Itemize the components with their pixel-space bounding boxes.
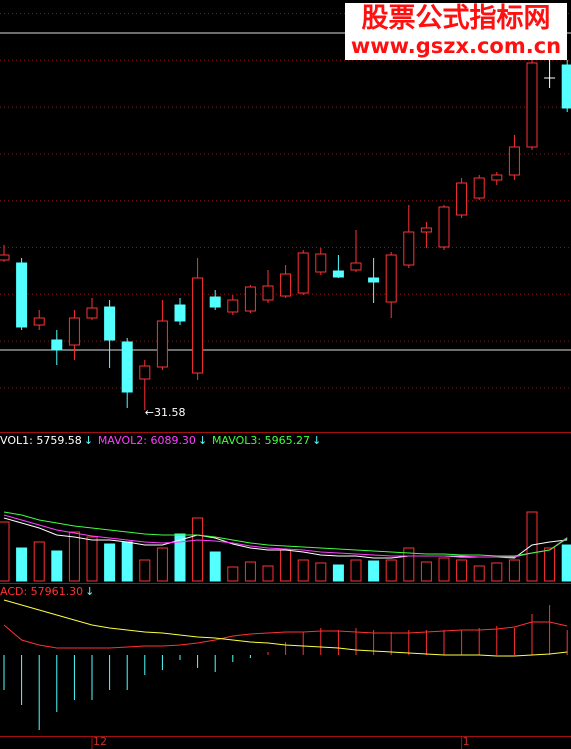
- volume-bar: [33, 541, 45, 582]
- volume-bar: [174, 533, 186, 582]
- candle-body: [51, 339, 63, 351]
- volume-bar: [280, 549, 292, 582]
- volume-bar: [51, 550, 63, 582]
- watermark: 股票公式指标网 www.gszx.com.cn: [345, 3, 567, 60]
- candle-body: [368, 277, 380, 283]
- legend-arrow: ↓: [312, 434, 321, 447]
- volume-bar: [438, 557, 450, 582]
- candle-body: [280, 273, 292, 297]
- candle-body: [104, 306, 116, 341]
- candle-body: [456, 182, 468, 216]
- volume-bar: [86, 536, 98, 582]
- volume-bar: [491, 562, 503, 582]
- volume-bar: [139, 559, 151, 582]
- candle-body: [68, 317, 80, 346]
- candle-body: [262, 285, 274, 301]
- watermark-title: 股票公式指标网: [361, 3, 551, 34]
- volume-bar: [209, 551, 221, 582]
- candle-body: [139, 365, 151, 380]
- volume-bar: [297, 559, 309, 582]
- candle-body: [227, 299, 239, 313]
- candle-body: [156, 320, 168, 368]
- volume-bar: [0, 521, 10, 582]
- volume-bar: [104, 543, 116, 582]
- candle-body: [561, 64, 571, 109]
- candle-body: [0, 254, 10, 261]
- candle-body: [209, 296, 221, 308]
- x-tick-label: 1: [463, 735, 470, 748]
- volume-bar: [262, 565, 274, 582]
- volume-bar: [456, 559, 468, 582]
- annotation: ←31.58: [145, 406, 186, 419]
- volume-bar: [385, 559, 397, 582]
- volume-bar: [227, 566, 239, 582]
- ma-line: [3, 511, 568, 557]
- volume-bar: [368, 560, 380, 582]
- volume-bar: [526, 511, 538, 582]
- legend-arrow: ↓: [84, 434, 93, 447]
- legend-entry: VOL1: 5759.58: [0, 434, 82, 447]
- volume-bar: [473, 565, 485, 582]
- x-tick-label: 12: [93, 735, 107, 748]
- legend-arrow: ↓: [85, 585, 94, 598]
- candle-body: [508, 146, 520, 176]
- volume-bar: [420, 561, 432, 582]
- candle-body: [420, 227, 432, 233]
- candle-body: [315, 253, 327, 273]
- candle-body: [16, 262, 28, 328]
- candle-body: [192, 277, 204, 374]
- volume-bar: [68, 531, 80, 582]
- candle-body: [403, 231, 415, 266]
- candle-body: [297, 252, 309, 294]
- volume-bar: [403, 547, 415, 582]
- ma-line: [3, 514, 568, 558]
- watermark-url: www.gszx.com.cn: [350, 34, 562, 58]
- candle-body: [526, 62, 538, 148]
- candle-body: [33, 317, 45, 326]
- candle-body: [332, 270, 344, 278]
- candle-body: [491, 174, 503, 181]
- legend-arrow: ↓: [198, 434, 207, 447]
- legend-entry: MAVOL3: 5965.27: [212, 434, 310, 447]
- ma-line: [3, 599, 568, 657]
- candle-body: [350, 262, 362, 271]
- volume-bar: [315, 562, 327, 582]
- volume-bar: [350, 559, 362, 582]
- volume-bar: [121, 541, 133, 582]
- volume-bar: [244, 561, 256, 582]
- legend-entry: MAVOL2: 6089.30: [98, 434, 196, 447]
- legend-entry: ACD: 57961.30: [0, 585, 83, 598]
- volume-bar: [16, 547, 28, 582]
- volume-bar: [544, 547, 556, 582]
- candle-body: [174, 304, 186, 322]
- volume-bar: [508, 559, 520, 582]
- candle-body: [385, 254, 397, 303]
- candle-body: [86, 307, 98, 319]
- volume-bar: [156, 547, 168, 582]
- candle-body: [438, 206, 450, 248]
- volume-bar: [192, 517, 204, 582]
- volume-bar: [561, 544, 571, 582]
- candle-body: [244, 286, 256, 312]
- candle-body: [121, 341, 133, 393]
- candle-body: [473, 177, 485, 199]
- volume-bar: [332, 564, 344, 582]
- ma-line: [3, 621, 568, 649]
